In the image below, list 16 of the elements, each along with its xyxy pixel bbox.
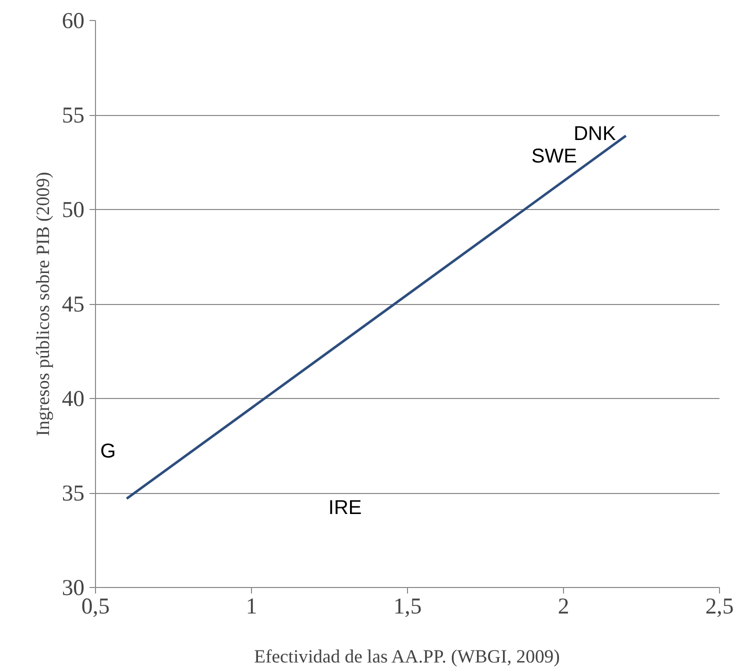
x-tick-label: 2 bbox=[558, 594, 570, 618]
x-tick-label: 1 bbox=[246, 594, 258, 618]
x-tick-label: 1,5 bbox=[393, 594, 422, 618]
annotation: IRE bbox=[328, 497, 362, 520]
y-axis-title: Ingresos públicos sobre PIB (2009) bbox=[32, 172, 54, 436]
x-axis-title: Efectividad de las AA.PP. (WBGI, 2009) bbox=[254, 646, 560, 668]
annotation: G bbox=[100, 440, 116, 462]
x-tick-label: 2,5 bbox=[705, 594, 734, 618]
annotation: DNK bbox=[574, 122, 616, 145]
y-tick-label: 50 bbox=[62, 197, 84, 222]
y-tick-label: 40 bbox=[62, 386, 84, 411]
y-tick-label: 55 bbox=[62, 102, 84, 128]
annotation: SWE bbox=[531, 146, 577, 168]
y-tick-label: 45 bbox=[62, 292, 84, 316]
y-tick-label: 60 bbox=[62, 8, 84, 33]
y-tick-label: 35 bbox=[62, 480, 84, 506]
